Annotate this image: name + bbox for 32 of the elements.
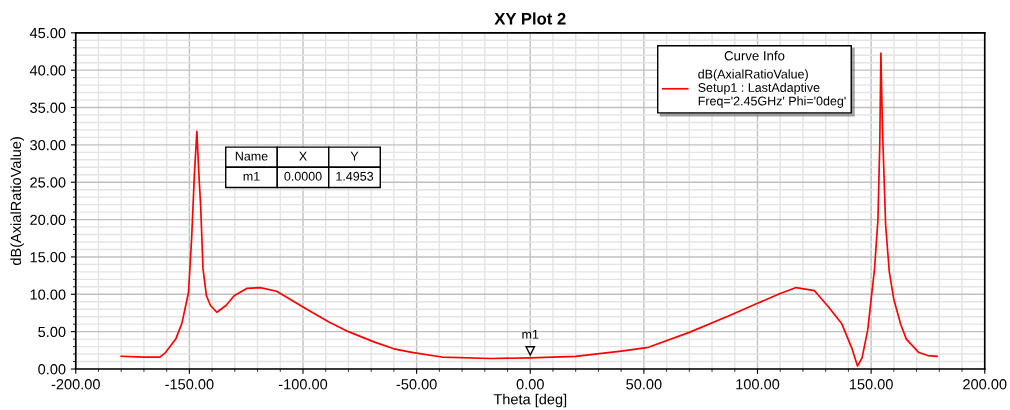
x-tick-label: 50.00 <box>626 379 662 390</box>
x-tick-label: 0.00 <box>516 379 544 390</box>
y-tick-label: 10.00 <box>30 289 66 300</box>
y-tick-label: 15.00 <box>30 252 66 263</box>
annotation: Y <box>350 151 359 161</box>
y-tick-label: 30.00 <box>30 139 66 151</box>
annotation: m1 <box>243 172 260 181</box>
x-tick-label: -100.00 <box>278 379 328 390</box>
y-tick-label: 35.00 <box>30 102 66 113</box>
annotation: X <box>299 151 307 161</box>
legend-label: dB(AxialRatioValue) Setup1 : LastAdaptive Freq='2.45GHz' Phi='0deg' <box>698 69 846 108</box>
x-tick-label: 200.00 <box>963 379 1007 390</box>
legend-title: Curve Info <box>724 50 785 61</box>
x-tick-label: -150.00 <box>165 379 214 390</box>
chart-title: XY Plot 2 <box>494 12 566 25</box>
y-tick-label: 20.00 <box>30 214 66 226</box>
line-series <box>120 52 938 367</box>
annotation: 1.4953 <box>336 171 374 181</box>
x-tick-label: -50.00 <box>396 379 437 390</box>
x-tick-label: -200.00 <box>51 379 100 390</box>
y-axis-title: dB(AxialRatioValue) <box>10 137 24 265</box>
x-axis-title: Theta [deg] <box>493 393 567 408</box>
x-tick-label: 100.00 <box>736 379 780 390</box>
y-tick-label: 40.00 <box>29 65 66 76</box>
x-tick-label: 150.00 <box>849 379 893 390</box>
annotation: m1 <box>522 329 539 339</box>
y-tick-label: 45.00 <box>29 27 66 39</box>
annotation: Name <box>235 151 268 161</box>
y-tick-label: 25.00 <box>30 177 66 188</box>
y-tick-label: 5.00 <box>38 326 66 338</box>
y-tick-label: 0.00 <box>38 364 66 375</box>
annotation: 0.0000 <box>284 171 322 181</box>
